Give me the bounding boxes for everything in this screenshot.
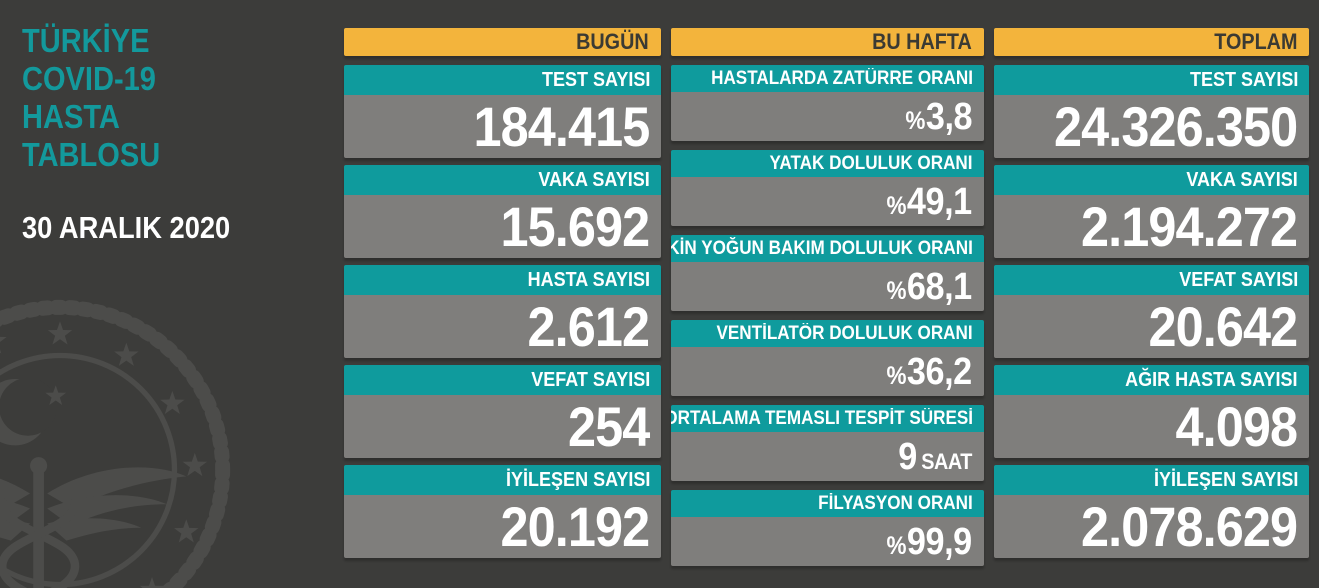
stat-card-agir-hasta-sayisi-toplam: AĞIR HASTA SAYISI 4.098 bbox=[994, 365, 1309, 458]
stat-label: VEFAT SAYISI bbox=[994, 265, 1309, 295]
stat-card-filyasyon-orani: FİLYASYON ORANI %99,9 bbox=[671, 490, 984, 566]
stat-label: İYİLEŞEN SAYISI bbox=[344, 465, 661, 495]
sidebar: TÜRKİYE COVID-19 HASTA TABLOSU 30 ARALIK… bbox=[0, 0, 344, 588]
title-line: COVID-19 bbox=[22, 60, 156, 97]
stat-label: VEFAT SAYISI bbox=[344, 365, 661, 395]
stat-value: 254 bbox=[344, 395, 661, 458]
stat-value: %3,8 bbox=[671, 92, 984, 141]
stat-value: 9 SAAT bbox=[671, 432, 984, 481]
title-line: TÜRKİYE bbox=[22, 22, 150, 59]
stat-value: 2.078.629 bbox=[994, 495, 1309, 558]
title-line: TABLOSU bbox=[22, 136, 161, 173]
column-toplam: TOPLAM TEST SAYISI 24.326.350 VAKA SAYIS… bbox=[994, 28, 1309, 566]
stat-value: 24.326.350 bbox=[994, 95, 1309, 158]
stat-card-temasli-tespit-suresi: ORTALAMA TEMASLI TESPİT SÜRESİ 9 SAAT bbox=[671, 405, 984, 481]
column-bu-hafta: BU HAFTA HASTALARDA ZATÜRRE ORANI %3,8 Y… bbox=[671, 28, 984, 566]
stat-label: VAKA SAYISI bbox=[344, 165, 661, 195]
stat-label: VENTİLATÖR DOLULUK ORANI bbox=[671, 320, 984, 347]
stat-label: ERİŞKİN YOĞUN BAKIM DOLULUK ORANI bbox=[671, 235, 984, 262]
stat-value: %49,1 bbox=[671, 177, 984, 226]
stat-label: YATAK DOLULUK ORANI bbox=[671, 150, 984, 177]
stat-label: VAKA SAYISI bbox=[994, 165, 1309, 195]
stat-card-vaka-sayisi-bugun: VAKA SAYISI 15.692 bbox=[344, 165, 661, 258]
stat-value: 2.194.272 bbox=[994, 195, 1309, 258]
health-ministry-emblem-icon bbox=[0, 299, 231, 588]
stat-value: 4.098 bbox=[994, 395, 1309, 458]
title-line: HASTA bbox=[22, 98, 120, 135]
report-date: 30 ARALIK 2020 bbox=[22, 210, 231, 245]
stat-card-hasta-sayisi-bugun: HASTA SAYISI 2.612 bbox=[344, 265, 661, 358]
stat-card-vefat-sayisi-toplam: VEFAT SAYISI 20.642 bbox=[994, 265, 1309, 358]
stat-card-ventilator-doluluk: VENTİLATÖR DOLULUK ORANI %36,2 bbox=[671, 320, 984, 396]
stat-card-yogun-bakim-doluluk: ERİŞKİN YOĞUN BAKIM DOLULUK ORANI %68,1 bbox=[671, 235, 984, 311]
page-title: TÜRKİYE COVID-19 HASTA TABLOSU bbox=[22, 22, 179, 174]
stat-card-vefat-sayisi-bugun: VEFAT SAYISI 254 bbox=[344, 365, 661, 458]
column-header-bu-hafta: BU HAFTA bbox=[671, 28, 984, 56]
stat-label: TEST SAYISI bbox=[994, 65, 1309, 95]
stat-card-test-sayisi-bugun: TEST SAYISI 184.415 bbox=[344, 65, 661, 158]
stat-card-vaka-sayisi-toplam: VAKA SAYISI 2.194.272 bbox=[994, 165, 1309, 258]
stat-value: 2.612 bbox=[344, 295, 661, 358]
stat-label: TEST SAYISI bbox=[344, 65, 661, 95]
stat-label: AĞIR HASTA SAYISI bbox=[994, 365, 1309, 395]
stat-value: 15.692 bbox=[344, 195, 661, 258]
stat-label: İYİLEŞEN SAYISI bbox=[994, 465, 1309, 495]
stat-value: %36,2 bbox=[671, 347, 984, 396]
stats-board: BUGÜN TEST SAYISI 184.415 VAKA SAYISI 15… bbox=[344, 28, 1309, 566]
stat-card-iyilesen-sayisi-bugun: İYİLEŞEN SAYISI 20.192 bbox=[344, 465, 661, 558]
stat-card-zaturre-orani: HASTALARDA ZATÜRRE ORANI %3,8 bbox=[671, 65, 984, 141]
stat-label: ORTALAMA TEMASLI TESPİT SÜRESİ bbox=[671, 405, 984, 432]
column-header-bugun: BUGÜN bbox=[344, 28, 661, 56]
column-header-toplam: TOPLAM bbox=[994, 28, 1309, 56]
stat-value: 20.192 bbox=[344, 495, 661, 558]
stat-value: %68,1 bbox=[671, 262, 984, 311]
stat-value: %99,9 bbox=[671, 517, 984, 566]
stat-value: 184.415 bbox=[344, 95, 661, 158]
stat-card-test-sayisi-toplam: TEST SAYISI 24.326.350 bbox=[994, 65, 1309, 158]
stat-value: 20.642 bbox=[994, 295, 1309, 358]
column-bugun: BUGÜN TEST SAYISI 184.415 VAKA SAYISI 15… bbox=[344, 28, 661, 566]
stat-label: HASTALARDA ZATÜRRE ORANI bbox=[671, 65, 984, 92]
stat-card-iyilesen-sayisi-toplam: İYİLEŞEN SAYISI 2.078.629 bbox=[994, 465, 1309, 558]
stat-label: FİLYASYON ORANI bbox=[671, 490, 984, 517]
stat-card-yatak-doluluk: YATAK DOLULUK ORANI %49,1 bbox=[671, 150, 984, 226]
stat-label: HASTA SAYISI bbox=[344, 265, 661, 295]
